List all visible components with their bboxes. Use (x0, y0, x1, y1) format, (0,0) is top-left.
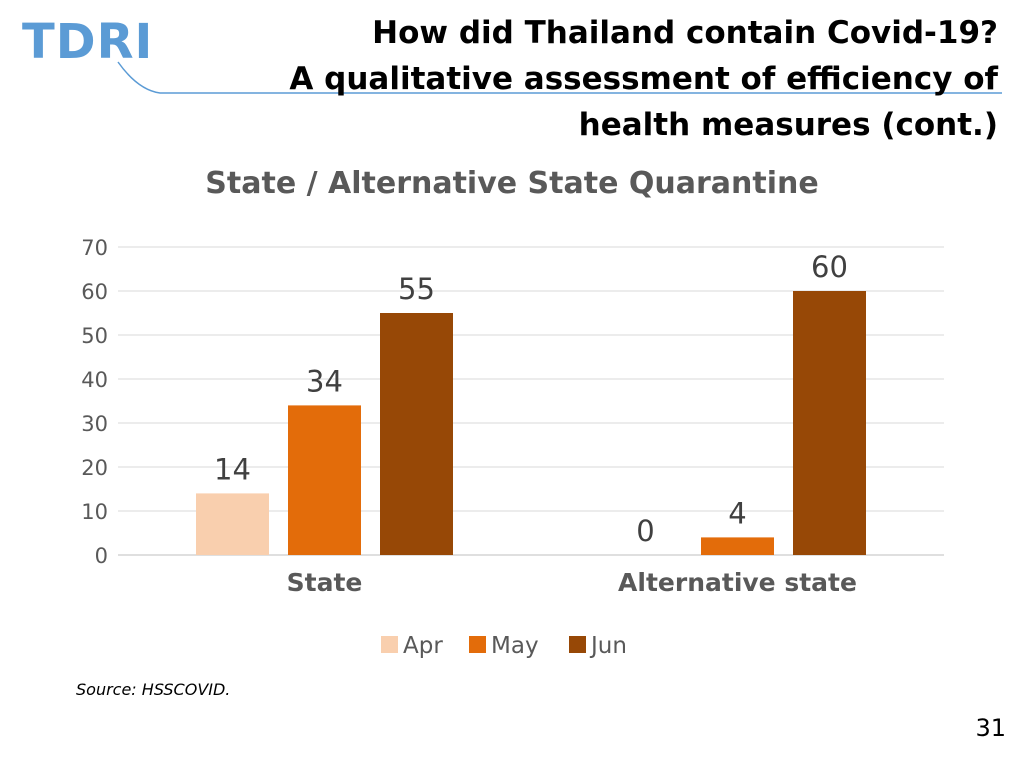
header-rule (117, 61, 1002, 94)
chart-title: State / Alternative State Quarantine (205, 166, 818, 201)
data-label: 14 (214, 452, 251, 486)
data-label: 34 (306, 364, 343, 398)
data-label: 0 (636, 514, 654, 548)
bar-may (701, 537, 774, 555)
bar-may (288, 405, 361, 555)
legend-swatch-may (469, 636, 486, 653)
y-tick-label: 10 (81, 500, 108, 524)
y-tick-label: 70 (81, 236, 108, 260)
legend-label: Apr (403, 633, 443, 659)
tdri-logo: TDRI (22, 14, 154, 70)
data-label: 4 (728, 496, 746, 530)
page-number: 31 (975, 714, 1006, 742)
legend-swatch-apr (381, 636, 398, 653)
y-tick-label: 50 (81, 324, 108, 348)
legend: Apr May Jun (381, 633, 627, 659)
legend-label: May (491, 633, 539, 659)
data-label: 60 (811, 250, 848, 284)
y-tick-label: 40 (81, 368, 108, 392)
legend-label: Jun (589, 633, 627, 659)
slide-title: How did Thailand contain Covid-19? A qua… (289, 15, 998, 143)
y-tick-label: 60 (81, 280, 108, 304)
bar-chart: State / Alternative State Quarantine 0 10… (81, 166, 944, 659)
legend-swatch-jun (569, 636, 586, 653)
plot-area: 0 10 20 30 40 50 60 70 14 34 55 State 0 4 60 Alternativ… (81, 236, 944, 597)
data-label: 55 (398, 272, 435, 306)
bar-jun (380, 313, 453, 555)
bar-jun (793, 291, 866, 555)
category-label: Alternative state (618, 568, 857, 597)
header-rule-line (117, 61, 1002, 94)
y-tick-label: 20 (81, 456, 108, 480)
category-label: State (287, 568, 363, 597)
bar-apr (196, 493, 269, 555)
y-tick-label: 0 (95, 544, 108, 568)
y-tick-label: 30 (81, 412, 108, 436)
source-note: Source: HSSCOVID. (76, 680, 231, 699)
